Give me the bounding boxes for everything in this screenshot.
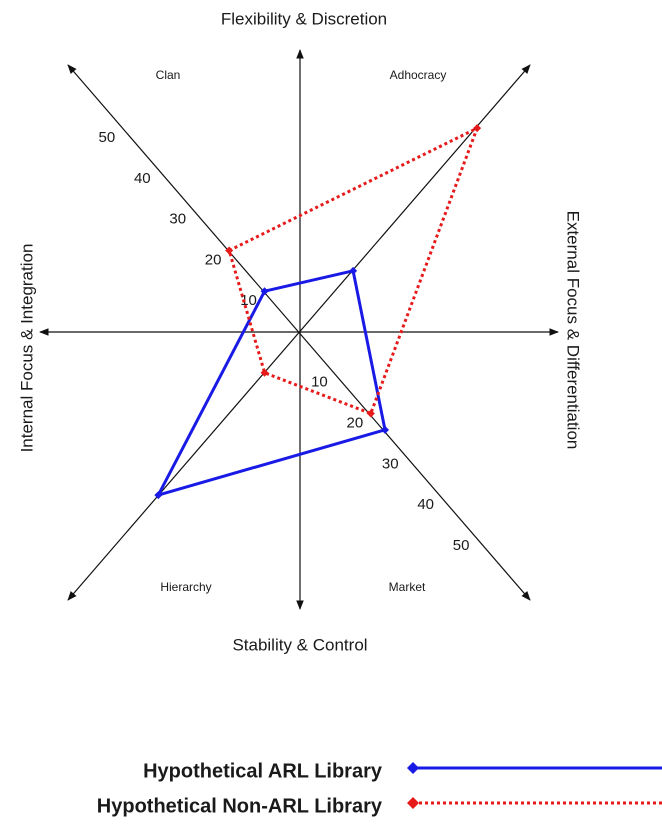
point-marker: [260, 287, 269, 296]
point-marker: [349, 266, 358, 275]
axis-title: Stability & Control: [232, 635, 367, 654]
point-marker: [225, 246, 234, 255]
series-line: [156, 269, 387, 497]
r-tick-label: 40: [134, 170, 151, 187]
legend-label: Hypothetical Non-ARL Library: [97, 795, 383, 817]
quadrant-label: Clan: [156, 68, 181, 82]
quadrant-label: Hierarchy: [160, 580, 211, 594]
r-tick-label: 10: [311, 374, 328, 391]
r-tick-label: 30: [169, 211, 186, 228]
quadrant-label: Adhocracy: [390, 68, 447, 82]
point-marker: [381, 425, 390, 434]
r-tick-label: 40: [417, 496, 434, 513]
r-tick-label: 20: [205, 251, 222, 268]
point-marker: [473, 124, 482, 133]
quadrant-label: Market: [389, 580, 426, 594]
axis-title: External Focus & Differentiation: [564, 211, 583, 450]
axis-title: Flexibility & Discretion: [221, 9, 387, 28]
point-marker: [366, 409, 375, 418]
r-tick-label: 30: [382, 455, 399, 472]
r-tick-label: 10: [240, 292, 257, 309]
axes: [39, 49, 559, 610]
point-marker: [260, 368, 269, 377]
r-tick-label: 50: [99, 129, 116, 146]
diagonal-axis: [67, 64, 531, 601]
legend-marker: [407, 797, 419, 809]
legend-marker: [407, 762, 419, 774]
legend-label: Hypothetical ARL Library: [143, 760, 383, 782]
axis-title: Internal Focus & Integration: [17, 244, 36, 453]
r-tick-label: 50: [453, 537, 470, 554]
point-marker: [154, 491, 163, 500]
r-tick-label: 20: [347, 415, 364, 432]
